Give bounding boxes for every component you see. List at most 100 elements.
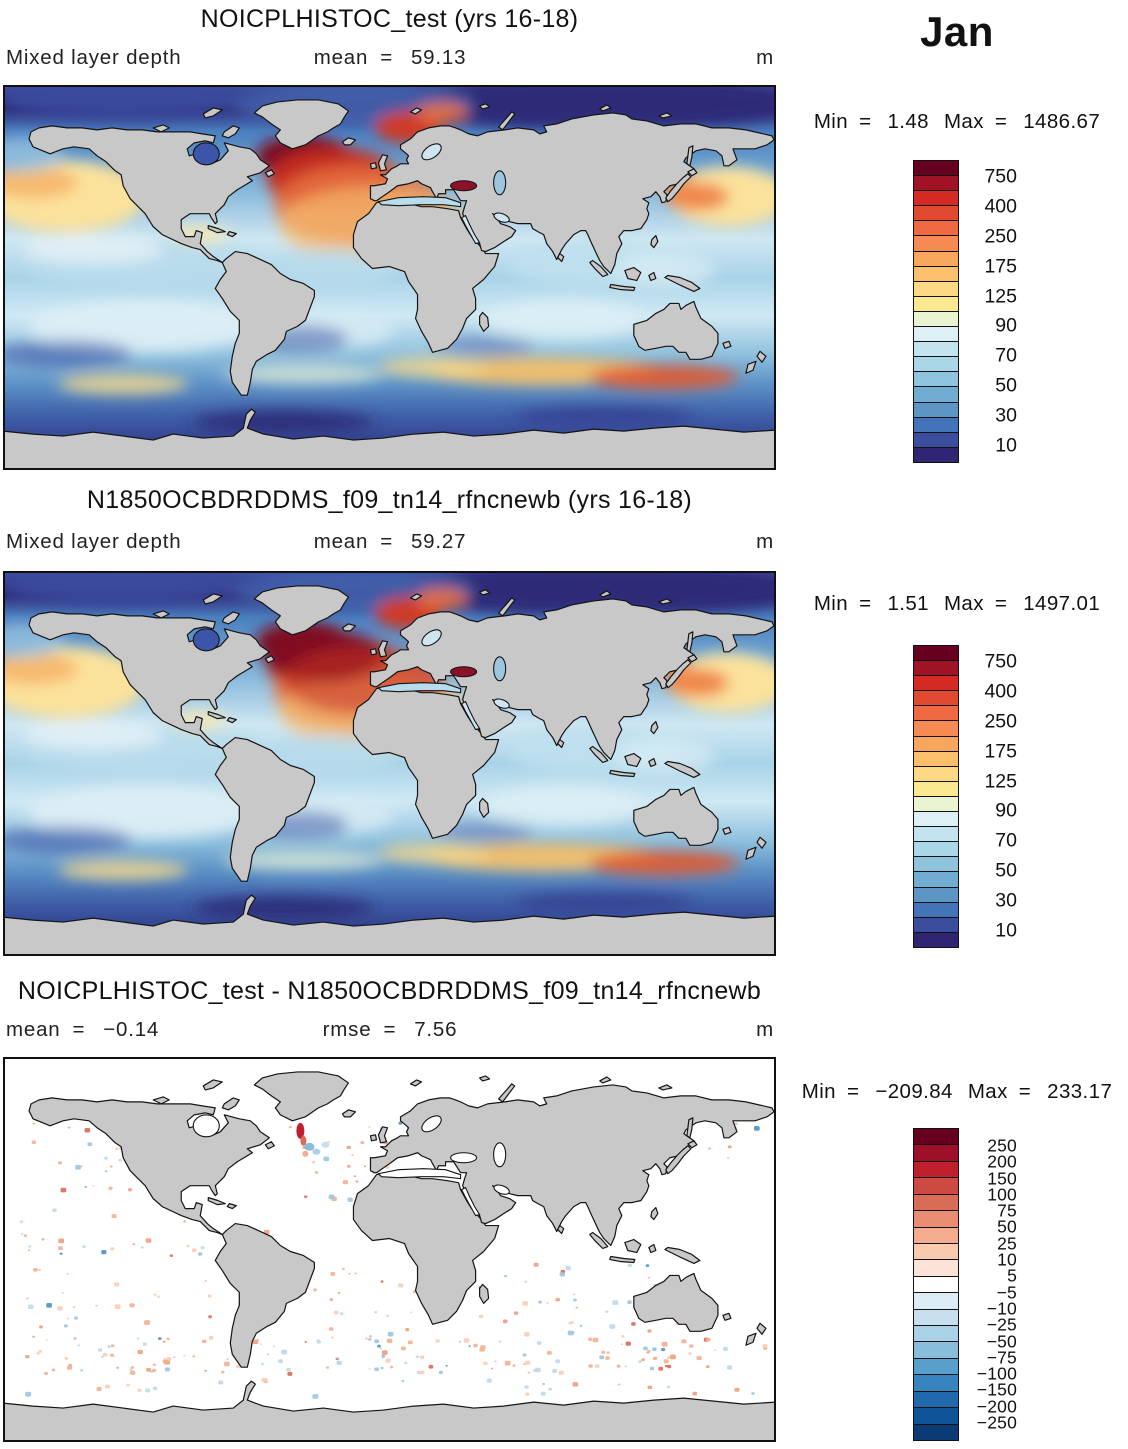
mean-label: mean [313,46,369,69]
colorbar-segment [914,206,958,222]
colorbar-tick-label: −75 [986,1347,1017,1368]
colorbar-tick-label: 70 [995,344,1017,367]
max-value: 233.17 [1047,1080,1113,1103]
panel2-minmax: Min = 1.51 Max = 1497.01 [790,592,1124,616]
colorbar-segment [914,1375,958,1392]
equals-sign: = [846,1080,860,1103]
colorbar-tick-label: 70 [995,829,1017,852]
colorbar-segment [914,251,958,267]
max-label: Max [967,1080,1008,1103]
colorbar-segment [914,1424,958,1441]
colorbar-segment [914,387,958,403]
colorbar-tick-label: 400 [984,680,1017,703]
colorbar-segment [914,1260,958,1277]
equals-sign: = [380,46,393,69]
max-label: Max [943,592,984,615]
colorbar-segment [914,191,958,207]
equals-sign: = [1018,1080,1032,1103]
colorbar-tick-label: 750 [984,650,1017,673]
colorbar-tick-label: 750 [984,165,1017,188]
colorbar-segment [914,296,958,312]
max-value: 1486.67 [1023,110,1101,133]
panel2-subtitle-row: Mixed layer depth mean = 59.27 m [4,530,776,556]
colorbar-tick-label: 90 [995,314,1017,337]
min-label: Min [813,592,849,615]
colorbar-segment [914,781,958,797]
panel2-map [3,571,776,956]
mean-value: 59.13 [410,46,467,69]
colorbar-segment [914,1161,958,1179]
colorbar-segment [914,932,958,947]
colorbar-segment [914,1391,958,1409]
colorbar-segment [914,842,958,858]
mean-label: mean [6,1018,61,1041]
colorbar-tick-label: 100 [987,1184,1017,1205]
colorbar-segment [914,402,958,418]
colorbar-tick-label: 250 [984,225,1017,248]
colorbar-tick-label: 150 [987,1168,1017,1189]
equals-sign: = [380,530,393,553]
panel2-units-label: m [756,530,774,553]
panel3-mean-stat: mean = −0.14 [6,1018,159,1042]
colorbar-tick-label: 10 [995,434,1017,457]
world-map-graphic [3,571,776,956]
colorbar-segment [914,812,958,828]
colorbar-segment [914,236,958,252]
colorbar-segment [914,327,958,343]
mean-value: −0.14 [103,1018,160,1041]
colorbar-tick-label: 250 [984,710,1017,733]
colorbar-segment [914,1129,958,1146]
equals-sign: = [994,592,1008,615]
panel3-subtitle-row: mean = −0.14 rmse = 7.56 m [4,1018,776,1044]
equals-sign: = [859,592,872,615]
colorbar-tick-label: 50 [997,1216,1017,1237]
panel1-colorbar-labels: 750 400 250 175 125 90 70 50 30 10 [963,160,1017,463]
colorbar-segment [914,796,958,813]
colorbar-segment [914,311,958,328]
colorbar-tick-label: 175 [984,740,1017,763]
panel1-title: NOICPLHISTOC_test (yrs 16-18) [200,5,579,33]
colorbar-segment [914,357,958,373]
world-map-graphic [3,1057,776,1442]
panel1-map [3,85,776,470]
colorbar-segment [914,766,958,782]
panel2-mean-stat: mean = 59.27 [4,530,776,554]
colorbar-segment [914,827,958,843]
panel2-field-label: Mixed layer depth [6,530,182,553]
colorbar-segment [914,661,958,677]
colorbar-segment [914,221,958,237]
panel3-colorbar [913,1128,959,1441]
colorbar-tick-label: −150 [976,1379,1017,1400]
mean-value: 59.27 [410,530,467,553]
colorbar-tick-label: 50 [995,374,1017,397]
mean-label: mean [313,530,369,553]
panel3-rmse-stat: rmse = 7.56 [4,1018,776,1042]
colorbar-tick-label: 125 [984,770,1017,792]
colorbar-segment [914,646,958,662]
colorbar-segment [914,266,958,282]
colorbar-tick-label: −25 [986,1314,1017,1335]
world-map-graphic [3,85,776,470]
colorbar-segment [914,447,958,462]
colorbar-segment [914,1309,958,1327]
panel3-minmax: Min = −209.84 Max = 233.17 [790,1080,1124,1104]
colorbar-segment [914,857,958,873]
equals-sign: = [994,110,1008,133]
colorbar-tick-label: 250 [987,1135,1017,1156]
month-label: Jan [920,8,994,55]
panel1-units-label: m [756,46,774,69]
panel2-title: N1850OCBDRDDMS_f09_tn14_rfncnewb (yrs 16… [86,486,693,514]
panel1-minmax: Min = 1.48 Max = 1486.67 [790,110,1124,134]
colorbar-tick-label: 10 [997,1249,1017,1270]
colorbar-tick-label: 125 [984,285,1017,307]
min-value: 1.51 [887,592,929,615]
colorbar-tick-label: −10 [986,1298,1017,1319]
colorbar-segment [914,676,958,692]
colorbar-tick-label: −5 [996,1282,1017,1303]
colorbar-segment [914,1194,958,1212]
colorbar-segment [914,1293,958,1310]
colorbar-segment [914,372,958,388]
rmse-label: rmse [322,1018,372,1041]
panel3-title: NOICPLHISTOC_test - N1850OCBDRDDMS_f09_t… [17,977,762,1005]
